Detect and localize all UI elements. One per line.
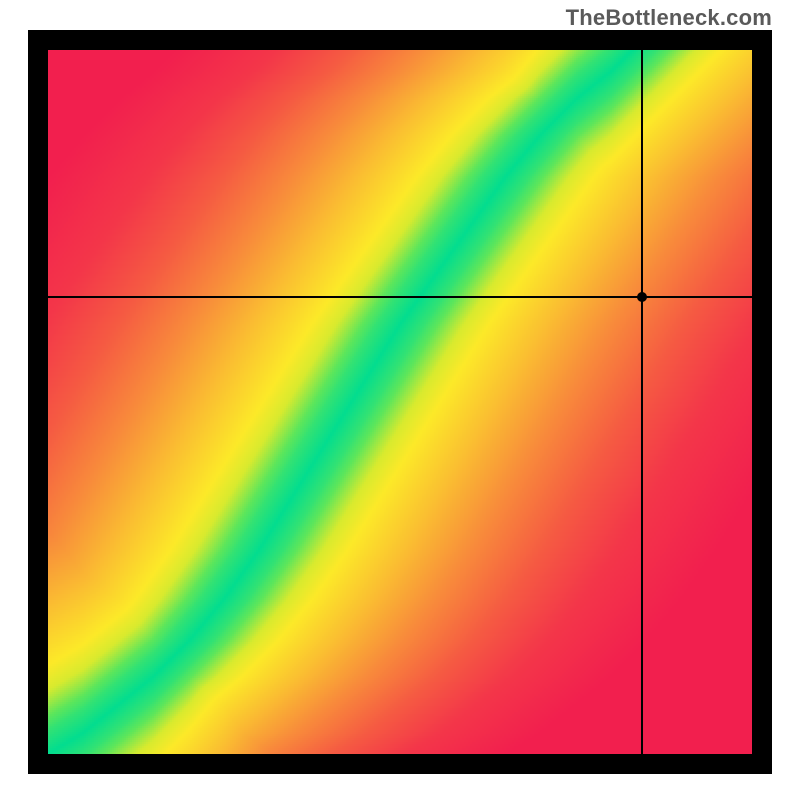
- crosshair-dot: [637, 292, 647, 302]
- plot-frame: [28, 30, 772, 774]
- heatmap-canvas: [48, 50, 752, 754]
- crosshair-vertical: [641, 50, 643, 754]
- watermark-text: TheBottleneck.com: [566, 5, 772, 31]
- root: TheBottleneck.com: [0, 0, 800, 800]
